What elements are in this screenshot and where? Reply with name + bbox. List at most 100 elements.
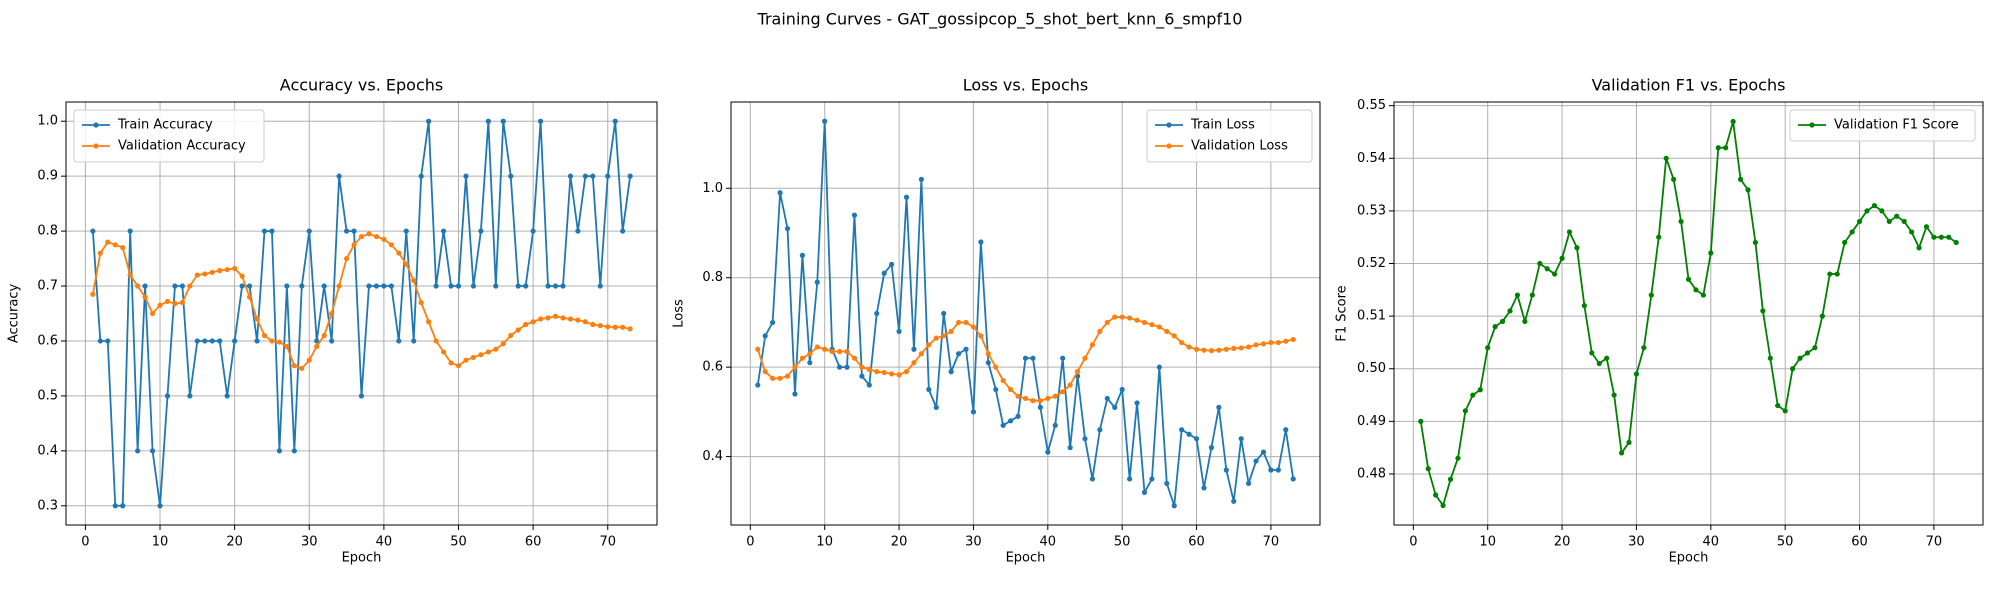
- point: [164, 393, 171, 399]
- point: [762, 333, 768, 339]
- point: [866, 366, 872, 372]
- point: [306, 228, 312, 234]
- point: [1589, 350, 1595, 356]
- point: [1678, 218, 1684, 225]
- point: [291, 448, 297, 454]
- point: [911, 360, 917, 366]
- point: [1008, 386, 1014, 393]
- point: [590, 321, 596, 328]
- point: [836, 348, 843, 355]
- point: [1268, 467, 1274, 473]
- legend-marker: [93, 143, 99, 149]
- point: [284, 283, 290, 289]
- point: [1193, 346, 1200, 352]
- x-tick-label: 70: [1926, 535, 1943, 550]
- point: [455, 363, 462, 369]
- point: [770, 375, 776, 381]
- point: [844, 348, 850, 355]
- point: [1856, 218, 1863, 225]
- point: [1752, 239, 1759, 246]
- point: [1871, 203, 1878, 209]
- point: [217, 338, 223, 344]
- point: [1127, 476, 1133, 482]
- point: [1544, 266, 1550, 272]
- y-tick-label: 0.52: [1357, 256, 1386, 271]
- x-tick-label: 30: [1628, 535, 1645, 550]
- point: [1470, 392, 1476, 398]
- point: [149, 448, 156, 454]
- point: [1663, 155, 1669, 161]
- point: [179, 283, 186, 289]
- point: [1082, 436, 1088, 442]
- point: [993, 386, 999, 393]
- point: [1097, 427, 1103, 433]
- point: [239, 273, 245, 279]
- axes-title: Accuracy vs. Epochs: [280, 76, 443, 95]
- point: [1112, 314, 1118, 320]
- point: [321, 283, 327, 289]
- point: [232, 338, 238, 344]
- point: [172, 301, 178, 307]
- point: [933, 404, 939, 411]
- point: [1804, 350, 1811, 356]
- point: [366, 231, 372, 237]
- point: [291, 363, 297, 369]
- point: [411, 338, 417, 344]
- point: [1953, 239, 1959, 246]
- point: [470, 283, 477, 289]
- point: [985, 360, 991, 366]
- point: [463, 357, 469, 363]
- point: [1283, 427, 1289, 433]
- point: [1216, 404, 1222, 411]
- point: [1186, 431, 1192, 437]
- point: [500, 118, 506, 124]
- point: [142, 294, 148, 300]
- point: [814, 279, 820, 285]
- x-tick-label: 70: [599, 535, 616, 550]
- legend-marker: [1809, 122, 1815, 128]
- y-axis-label: F1 Score: [1335, 285, 1350, 341]
- point: [299, 365, 305, 372]
- x-tick-label: 50: [1114, 535, 1131, 550]
- point: [269, 228, 275, 234]
- point: [1141, 319, 1148, 326]
- point: [224, 393, 230, 399]
- point: [321, 332, 327, 339]
- point: [90, 291, 96, 297]
- point: [284, 343, 290, 350]
- point: [254, 316, 260, 322]
- point: [1819, 313, 1825, 319]
- point: [1149, 322, 1155, 328]
- point: [1060, 389, 1066, 395]
- point: [1022, 395, 1029, 402]
- legend-label: Train Accuracy: [117, 118, 213, 133]
- axes-frame: [65, 101, 658, 526]
- point: [90, 228, 96, 234]
- point: [232, 265, 238, 272]
- point: [993, 364, 999, 370]
- point: [1067, 445, 1073, 451]
- point: [1708, 250, 1714, 256]
- x-tick-label: 0: [746, 535, 754, 550]
- point: [612, 118, 618, 124]
- point: [933, 335, 939, 341]
- point: [1156, 364, 1162, 370]
- point: [269, 338, 275, 344]
- point: [314, 338, 320, 344]
- point: [396, 250, 402, 256]
- legend-label: Validation Accuracy: [118, 139, 246, 154]
- point: [209, 269, 215, 275]
- point: [1082, 355, 1088, 361]
- point: [142, 283, 148, 289]
- y-axis-label: Accuracy: [7, 284, 22, 344]
- point: [1537, 260, 1543, 267]
- legend-label: Validation Loss: [1191, 139, 1288, 154]
- point: [881, 369, 887, 376]
- point: [1938, 234, 1944, 240]
- point: [627, 326, 633, 332]
- point: [1290, 476, 1296, 482]
- point: [515, 283, 521, 289]
- point: [127, 228, 133, 234]
- point: [1275, 339, 1281, 346]
- y-tick-label: 1.0: [702, 181, 723, 196]
